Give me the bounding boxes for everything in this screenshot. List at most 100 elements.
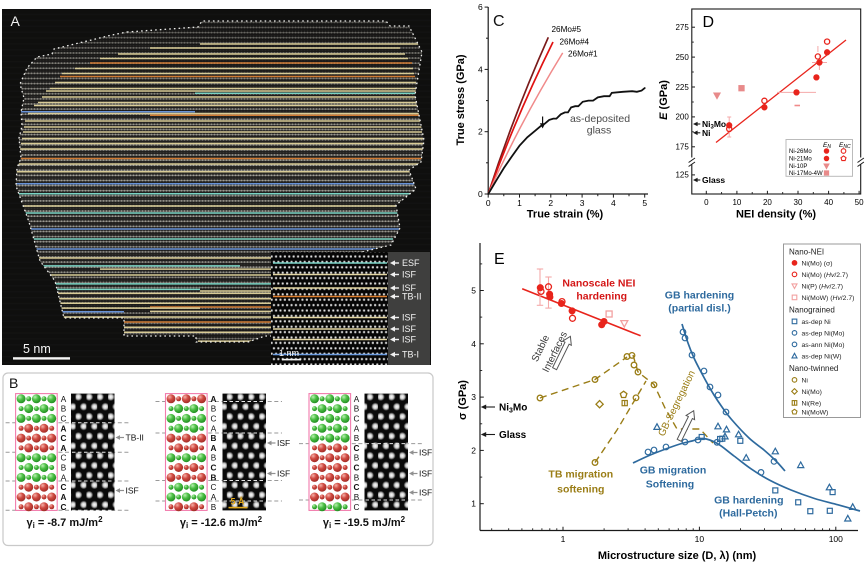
svg-text:TB-II: TB-II (402, 292, 422, 302)
svg-text:TB-I: TB-I (402, 350, 419, 360)
svg-text:True stress (GPa): True stress (GPa) (455, 54, 467, 145)
svg-text:5: 5 (642, 198, 647, 208)
svg-text:ISF: ISF (402, 324, 417, 334)
svg-text:A: A (211, 493, 217, 502)
svg-text:A: A (61, 395, 67, 404)
svg-text:ISF: ISF (126, 486, 139, 496)
svg-text:C: C (354, 464, 360, 473)
svg-text:EN: EN (823, 142, 831, 150)
svg-text:2: 2 (471, 445, 476, 455)
svg-text:as-ann Ni(Mo): as-ann Ni(Mo) (802, 342, 845, 349)
svg-text:225: 225 (675, 83, 689, 92)
svg-text:GB hardening: GB hardening (714, 495, 783, 507)
svg-text:30: 30 (794, 198, 803, 207)
svg-text:125: 125 (675, 171, 689, 180)
svg-text:275: 275 (675, 23, 689, 32)
svg-text:50: 50 (855, 198, 864, 207)
svg-text:C: C (354, 444, 360, 453)
svg-text:C: C (61, 483, 67, 492)
svg-text:A: A (61, 493, 67, 502)
svg-text:0: 0 (486, 198, 491, 208)
svg-text:γi = -12.6 mJ/m2: γi = -12.6 mJ/m2 (180, 515, 263, 530)
svg-text:Ni(MoW) (Hv/2.7): Ni(MoW) (Hv/2.7) (802, 295, 855, 302)
svg-text:Ni(MoW): Ni(MoW) (802, 410, 829, 417)
svg-text:Ni: Ni (702, 128, 711, 138)
svg-text:1: 1 (517, 198, 522, 208)
svg-text:2: 2 (548, 198, 553, 208)
svg-text:Ni(Mo) (σ): Ni(Mo) (σ) (802, 261, 833, 268)
svg-text:Ni: Ni (802, 378, 809, 385)
svg-text:20: 20 (763, 198, 772, 207)
svg-text:5 nm: 5 nm (23, 342, 51, 356)
svg-text:C: C (61, 414, 67, 423)
svg-text:softening: softening (557, 484, 604, 496)
svg-text:B: B (211, 473, 217, 482)
svg-text:ISF: ISF (277, 438, 290, 448)
svg-text:Nano-twinned: Nano-twinned (789, 364, 838, 373)
svg-text:(Hall-Petch): (Hall-Petch) (719, 508, 777, 520)
svg-text:40: 40 (824, 198, 833, 207)
svg-text:2: 2 (478, 127, 483, 137)
svg-text:TB migration: TB migration (548, 469, 613, 481)
svg-text:C: C (354, 414, 360, 423)
svg-text:B: B (211, 434, 217, 443)
svg-text:A: A (61, 473, 67, 482)
svg-text:ISF: ISF (402, 313, 417, 323)
svg-text:26Mo#4: 26Mo#4 (560, 37, 590, 46)
svg-text:10: 10 (695, 534, 705, 544)
svg-text:100: 100 (829, 534, 843, 544)
svg-text:Glass: Glass (499, 430, 527, 441)
svg-text:B: B (354, 493, 360, 502)
svg-text:True strain (%): True strain (%) (527, 209, 604, 221)
svg-text:Nanograined: Nanograined (789, 306, 835, 315)
svg-text:σ (GPa): σ (GPa) (457, 380, 469, 420)
svg-text:A: A (211, 424, 217, 433)
svg-text:1 nm: 1 nm (279, 348, 299, 358)
svg-text:γi = -19.5 mJ/m2: γi = -19.5 mJ/m2 (323, 515, 406, 530)
svg-text:B: B (61, 405, 67, 414)
svg-text:B: B (211, 454, 217, 463)
svg-text:Ni3Mo: Ni3Mo (702, 119, 726, 131)
svg-text:GB hardening: GB hardening (665, 290, 734, 302)
svg-text:Glass: Glass (702, 175, 725, 185)
svg-text:ISF: ISF (277, 469, 290, 479)
svg-text:C: C (61, 454, 67, 463)
svg-text:TB-II: TB-II (126, 433, 144, 443)
svg-text:hardening: hardening (576, 291, 627, 303)
svg-text:E (GPa): E (GPa) (658, 80, 670, 120)
svg-text:26Mo#5: 26Mo#5 (552, 25, 582, 34)
svg-text:10: 10 (732, 198, 741, 207)
svg-text:E: E (494, 251, 505, 268)
svg-text:26Mo#1: 26Mo#1 (568, 50, 598, 59)
svg-text:C: C (211, 483, 217, 492)
svg-text:as-dep Ni: as-dep Ni (802, 319, 832, 326)
svg-text:C: C (493, 13, 505, 30)
svg-text:B: B (354, 405, 360, 414)
svg-text:ISF: ISF (419, 488, 432, 498)
svg-text:ISF: ISF (402, 270, 417, 280)
svg-text:γi = -8.7 mJ/m2: γi = -8.7 mJ/m2 (26, 515, 103, 530)
svg-text:B: B (211, 503, 217, 512)
svg-text:B: B (354, 473, 360, 482)
svg-text:0: 0 (704, 198, 709, 207)
svg-text:0: 0 (478, 189, 483, 199)
svg-text:6: 6 (478, 2, 483, 12)
svg-text:C: C (211, 464, 217, 473)
svg-text:Microstructure size (D, λ) (nm: Microstructure size (D, λ) (nm) (598, 550, 757, 562)
svg-text:A: A (354, 395, 360, 404)
svg-text:Ni-10P: Ni-10P (789, 164, 807, 170)
svg-text:A: A (211, 395, 217, 404)
svg-text:200: 200 (675, 113, 689, 122)
svg-text:B: B (9, 375, 18, 391)
svg-text:(partial disl.): (partial disl.) (668, 303, 730, 315)
svg-text:5 Å: 5 Å (231, 497, 246, 507)
svg-text:ESF: ESF (402, 258, 420, 268)
svg-text:A: A (61, 444, 67, 453)
svg-text:3: 3 (580, 198, 585, 208)
svg-text:Softening: Softening (646, 479, 694, 491)
svg-text:B: B (61, 464, 67, 473)
svg-text:4: 4 (471, 339, 476, 349)
svg-text:Ni(Mo): Ni(Mo) (802, 389, 822, 396)
svg-text:ISF: ISF (402, 283, 417, 293)
svg-text:glass: glass (587, 125, 612, 137)
